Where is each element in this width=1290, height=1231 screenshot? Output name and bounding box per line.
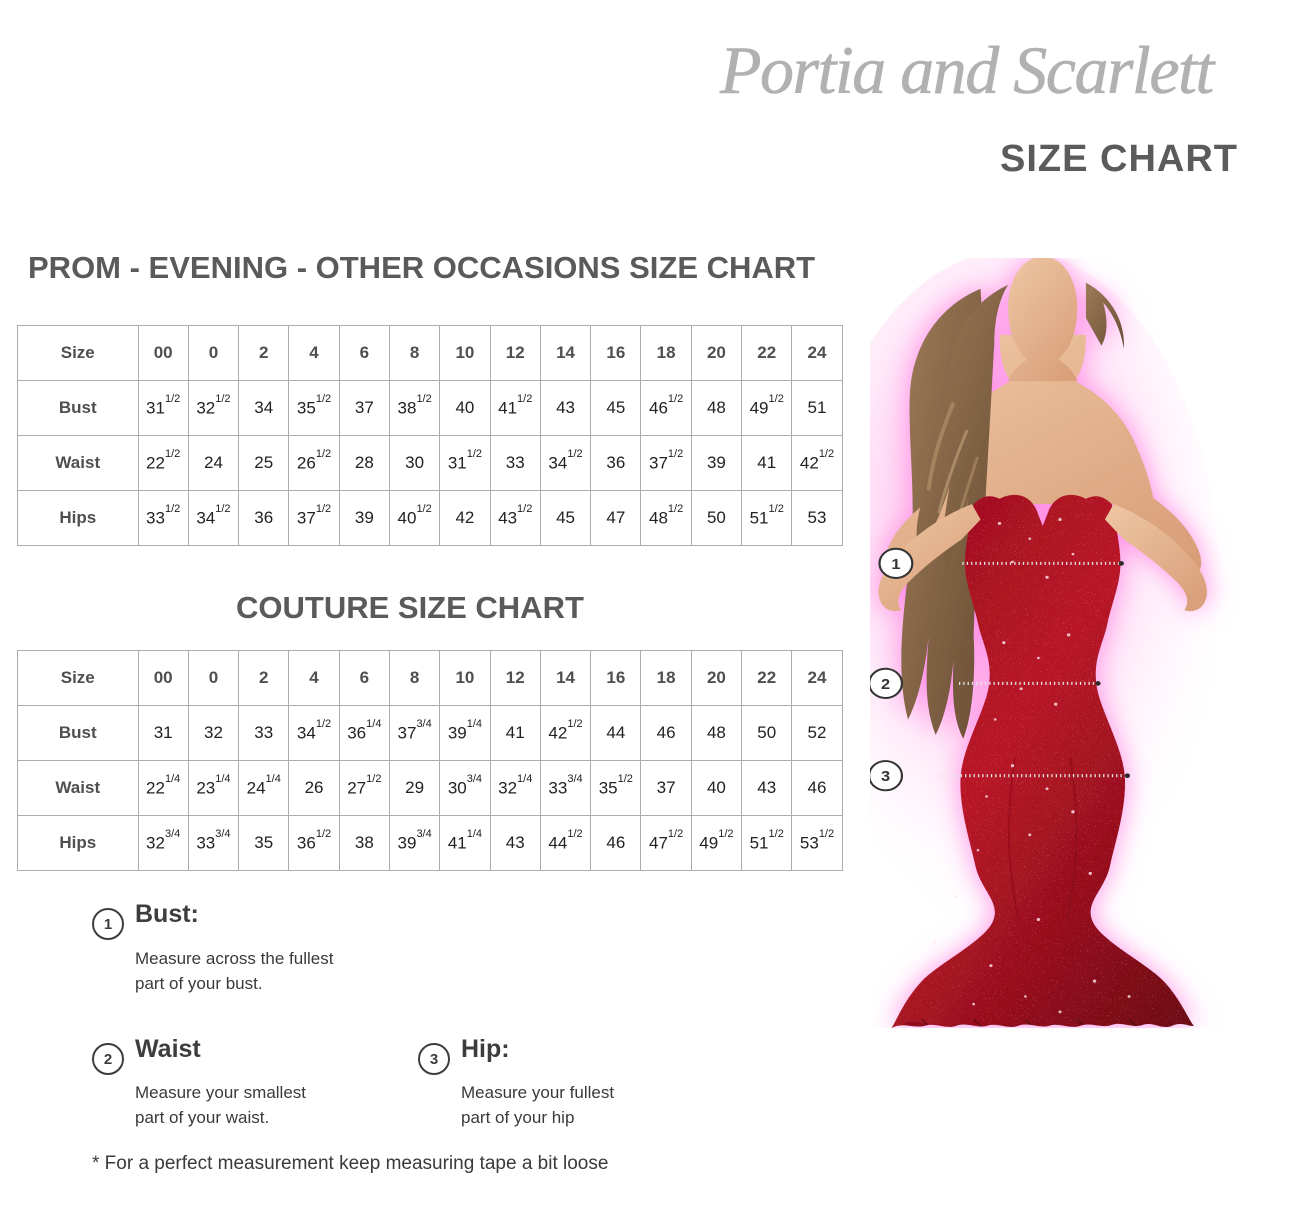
- svg-text:1: 1: [891, 557, 901, 573]
- svg-text:Portia and Scarlett: Portia and Scarlett: [719, 32, 1216, 108]
- svg-text:2: 2: [881, 677, 891, 693]
- svg-text:3: 3: [881, 769, 891, 785]
